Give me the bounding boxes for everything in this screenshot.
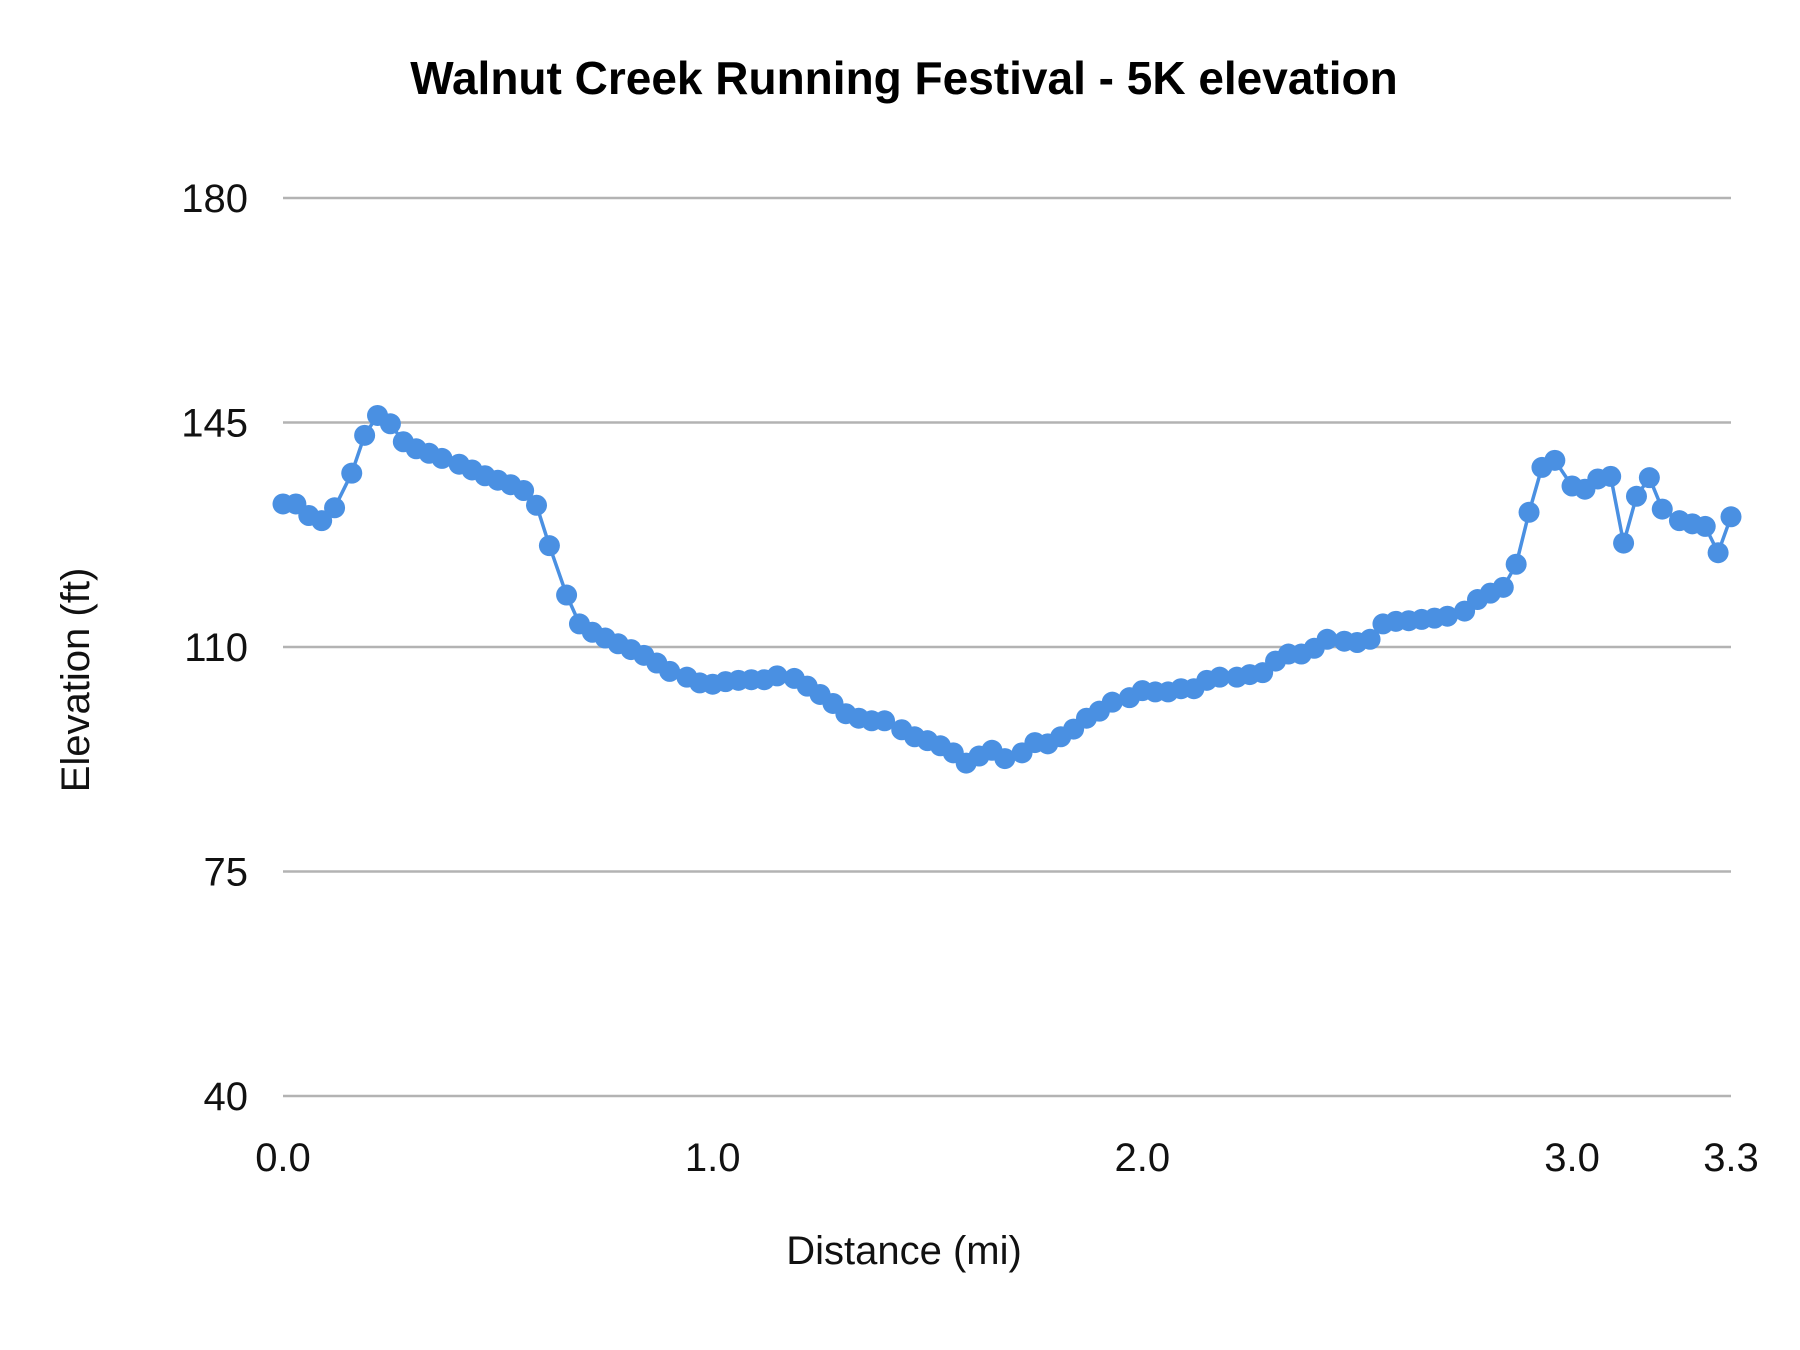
data-point	[556, 584, 578, 606]
data-point	[513, 479, 535, 501]
data-point	[1436, 605, 1458, 627]
data-point	[1707, 542, 1729, 564]
series-line	[283, 413, 1733, 765]
data-point	[1505, 553, 1527, 575]
data-point	[1101, 691, 1123, 713]
data-point	[1209, 666, 1231, 688]
y-tick-label: 180	[181, 177, 248, 221]
data-point	[379, 413, 401, 435]
y-tick-label: 145	[181, 402, 248, 446]
data-point	[994, 748, 1016, 770]
data-point	[1694, 515, 1716, 537]
data-point	[1625, 485, 1647, 507]
data-point	[526, 494, 548, 516]
data-point	[1518, 501, 1540, 523]
data-point	[874, 710, 896, 732]
data-point	[341, 462, 363, 484]
data-point	[1359, 628, 1381, 650]
x-tick-label: 1.0	[685, 1136, 741, 1180]
data-point	[766, 665, 788, 687]
data-point	[1638, 467, 1660, 489]
data-point	[1544, 449, 1566, 471]
data-point	[324, 497, 346, 519]
chart-title: Walnut Creek Running Festival - 5K eleva…	[410, 52, 1397, 104]
data-point	[659, 660, 681, 682]
x-tick-label: 3.3	[1703, 1136, 1759, 1180]
data-point	[1651, 498, 1673, 520]
x-axis-ticks: 0.0 1.0 2.0 3.0 3.3	[255, 1136, 1759, 1180]
y-tick-label: 75	[204, 851, 249, 895]
data-point	[1600, 465, 1622, 487]
y-axis-ticks: 40 75 110 145 180	[181, 177, 248, 1119]
x-axis-title: Distance (mi)	[786, 1229, 1022, 1273]
x-tick-label: 0.0	[255, 1136, 311, 1180]
data-point	[1492, 576, 1514, 598]
data-point	[311, 510, 333, 532]
data-point	[1613, 532, 1635, 554]
data-point	[354, 424, 376, 446]
y-axis-title: Elevation (ft)	[54, 568, 98, 793]
y-tick-label: 40	[204, 1075, 249, 1119]
x-tick-label: 2.0	[1115, 1136, 1171, 1180]
elevation-series	[272, 404, 1742, 774]
gridlines	[283, 196, 1731, 1098]
x-tick-label: 3.0	[1544, 1136, 1600, 1180]
data-point	[1720, 506, 1742, 528]
data-point	[538, 535, 560, 557]
data-point	[431, 447, 453, 469]
y-tick-label: 110	[184, 626, 248, 670]
data-point	[1316, 628, 1338, 650]
